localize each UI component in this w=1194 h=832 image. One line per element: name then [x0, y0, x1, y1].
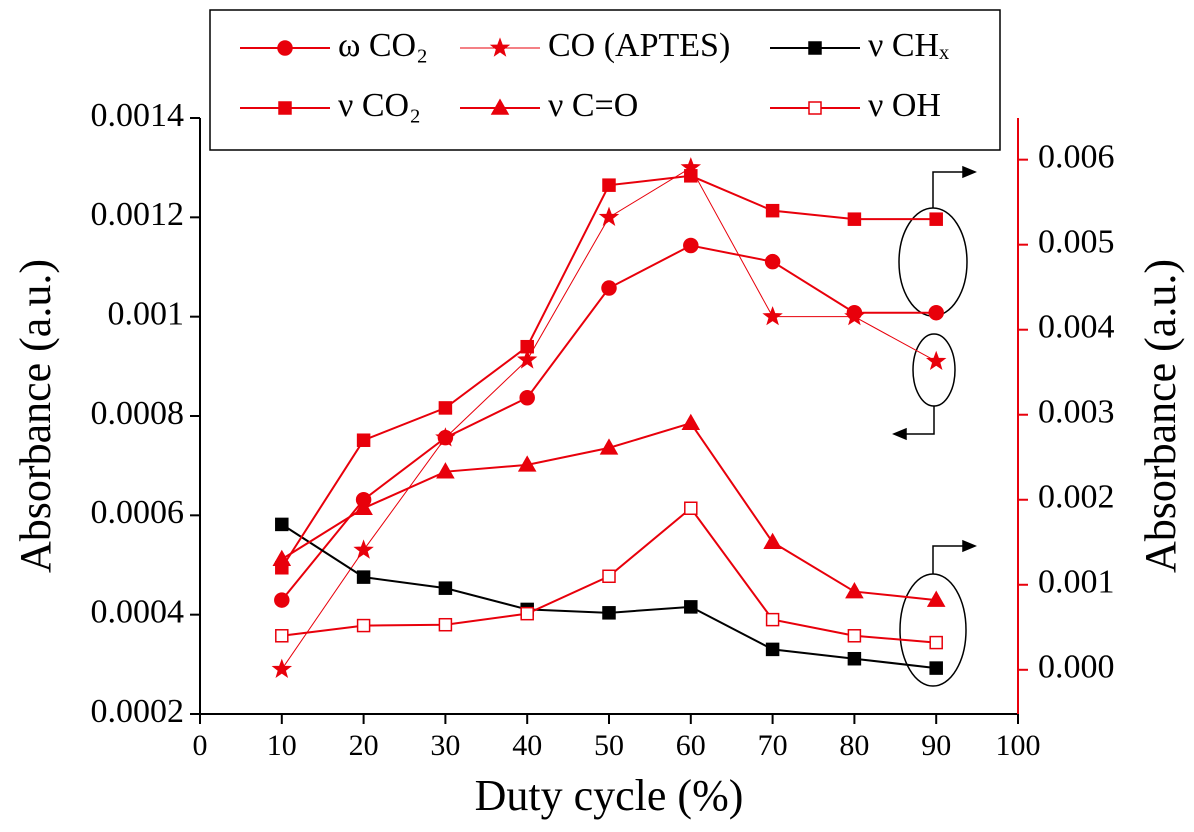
- marker: [356, 433, 371, 447]
- marker: [929, 635, 943, 650]
- marker: [601, 280, 617, 296]
- marker: [277, 40, 293, 56]
- marker: [845, 582, 864, 599]
- annotation-arrowhead: [892, 427, 907, 441]
- annotations: [892, 165, 977, 687]
- y-tick-label: 0.0008: [91, 395, 185, 432]
- marker: [925, 350, 947, 370]
- annotation-arrow: [904, 406, 935, 435]
- marker: [517, 455, 537, 472]
- marker: [272, 549, 292, 567]
- annotation-arrow: [932, 545, 965, 574]
- marker: [520, 606, 534, 621]
- annotation-arrow: [932, 171, 965, 208]
- marker: [438, 581, 453, 595]
- x-tick-label: 40: [512, 729, 542, 762]
- y-tick-label: 0.0014: [91, 97, 185, 134]
- marker: [847, 651, 862, 666]
- legend-label: ν CO₂: [338, 87, 421, 124]
- x-tick-label: 30: [430, 729, 460, 762]
- x-axis-title: Duty cycle (%): [475, 771, 744, 820]
- y2-axis-title: Absorbance (a.u.): [1136, 259, 1185, 573]
- marker: [275, 629, 289, 643]
- marker: [517, 349, 538, 369]
- marker: [438, 401, 453, 415]
- marker: [684, 501, 698, 515]
- x-tick-label: 70: [758, 729, 788, 762]
- marker: [598, 206, 620, 226]
- y-axis-title: Absorbance (a.u.): [11, 259, 60, 573]
- annotation-arrowhead: [962, 539, 977, 553]
- y-tick-label: 0.0006: [91, 494, 185, 531]
- marker: [684, 169, 698, 183]
- marker: [354, 498, 373, 515]
- legend-label: ν CHₓ: [868, 27, 949, 64]
- marker: [599, 438, 619, 455]
- marker: [520, 339, 534, 354]
- marker: [765, 612, 780, 627]
- marker: [278, 101, 292, 115]
- marker: [762, 306, 783, 326]
- y2-tick-label: 0.001: [1038, 564, 1115, 601]
- marker: [929, 212, 943, 226]
- marker: [844, 306, 865, 326]
- marker: [602, 178, 616, 192]
- y2-tick-label: 0.000: [1038, 649, 1115, 686]
- marker: [602, 606, 616, 620]
- marker: [435, 427, 456, 447]
- marker: [764, 253, 781, 270]
- marker: [683, 237, 699, 254]
- marker: [763, 532, 782, 550]
- annotation-arrowhead: [962, 165, 977, 179]
- legend-label: ν C=O: [548, 87, 638, 124]
- marker: [684, 600, 698, 614]
- y-tick-label: 0.001: [108, 295, 185, 332]
- marker: [356, 618, 371, 633]
- marker: [765, 642, 780, 657]
- marker: [356, 570, 371, 584]
- marker: [765, 203, 780, 218]
- y2-tick-label: 0.006: [1038, 138, 1115, 175]
- y-tick-label: 0.0004: [91, 593, 185, 630]
- y-tick-label: 0.0002: [91, 693, 185, 730]
- y2-tick-label: 0.003: [1038, 394, 1115, 431]
- legend-label: CO (APTES): [548, 27, 730, 64]
- marker: [929, 661, 943, 675]
- marker: [490, 98, 510, 115]
- marker: [681, 413, 701, 430]
- legend-label: ω CO₂: [338, 27, 428, 64]
- x-tick-label: 100: [996, 729, 1041, 762]
- marker: [438, 617, 453, 632]
- marker: [847, 212, 862, 226]
- marker: [275, 517, 289, 532]
- marker: [808, 41, 822, 55]
- x-tick-label: 20: [349, 729, 379, 762]
- y-tick-label: 0.0012: [91, 196, 185, 233]
- marker: [353, 539, 374, 559]
- y2-tick-label: 0.004: [1038, 309, 1115, 346]
- y2-tick-label: 0.005: [1038, 223, 1115, 260]
- marker: [928, 304, 944, 321]
- x-tick-label: 60: [676, 729, 706, 762]
- legend-label: ν OH: [868, 87, 941, 124]
- legend: [209, 9, 1001, 151]
- marker: [519, 389, 535, 406]
- marker: [274, 592, 290, 608]
- x-tick-label: 90: [921, 729, 951, 762]
- y2-tick-label: 0.002: [1038, 479, 1115, 516]
- marker: [847, 629, 862, 643]
- marker: [489, 37, 511, 57]
- marker: [926, 590, 946, 607]
- marker: [602, 569, 616, 584]
- marker: [271, 658, 293, 678]
- x-tick-label: 80: [839, 729, 869, 762]
- marker: [808, 101, 822, 115]
- x-tick-label: 0: [193, 729, 208, 762]
- marker: [436, 462, 455, 479]
- x-tick-label: 50: [594, 729, 624, 762]
- x-tick-label: 10: [267, 729, 297, 762]
